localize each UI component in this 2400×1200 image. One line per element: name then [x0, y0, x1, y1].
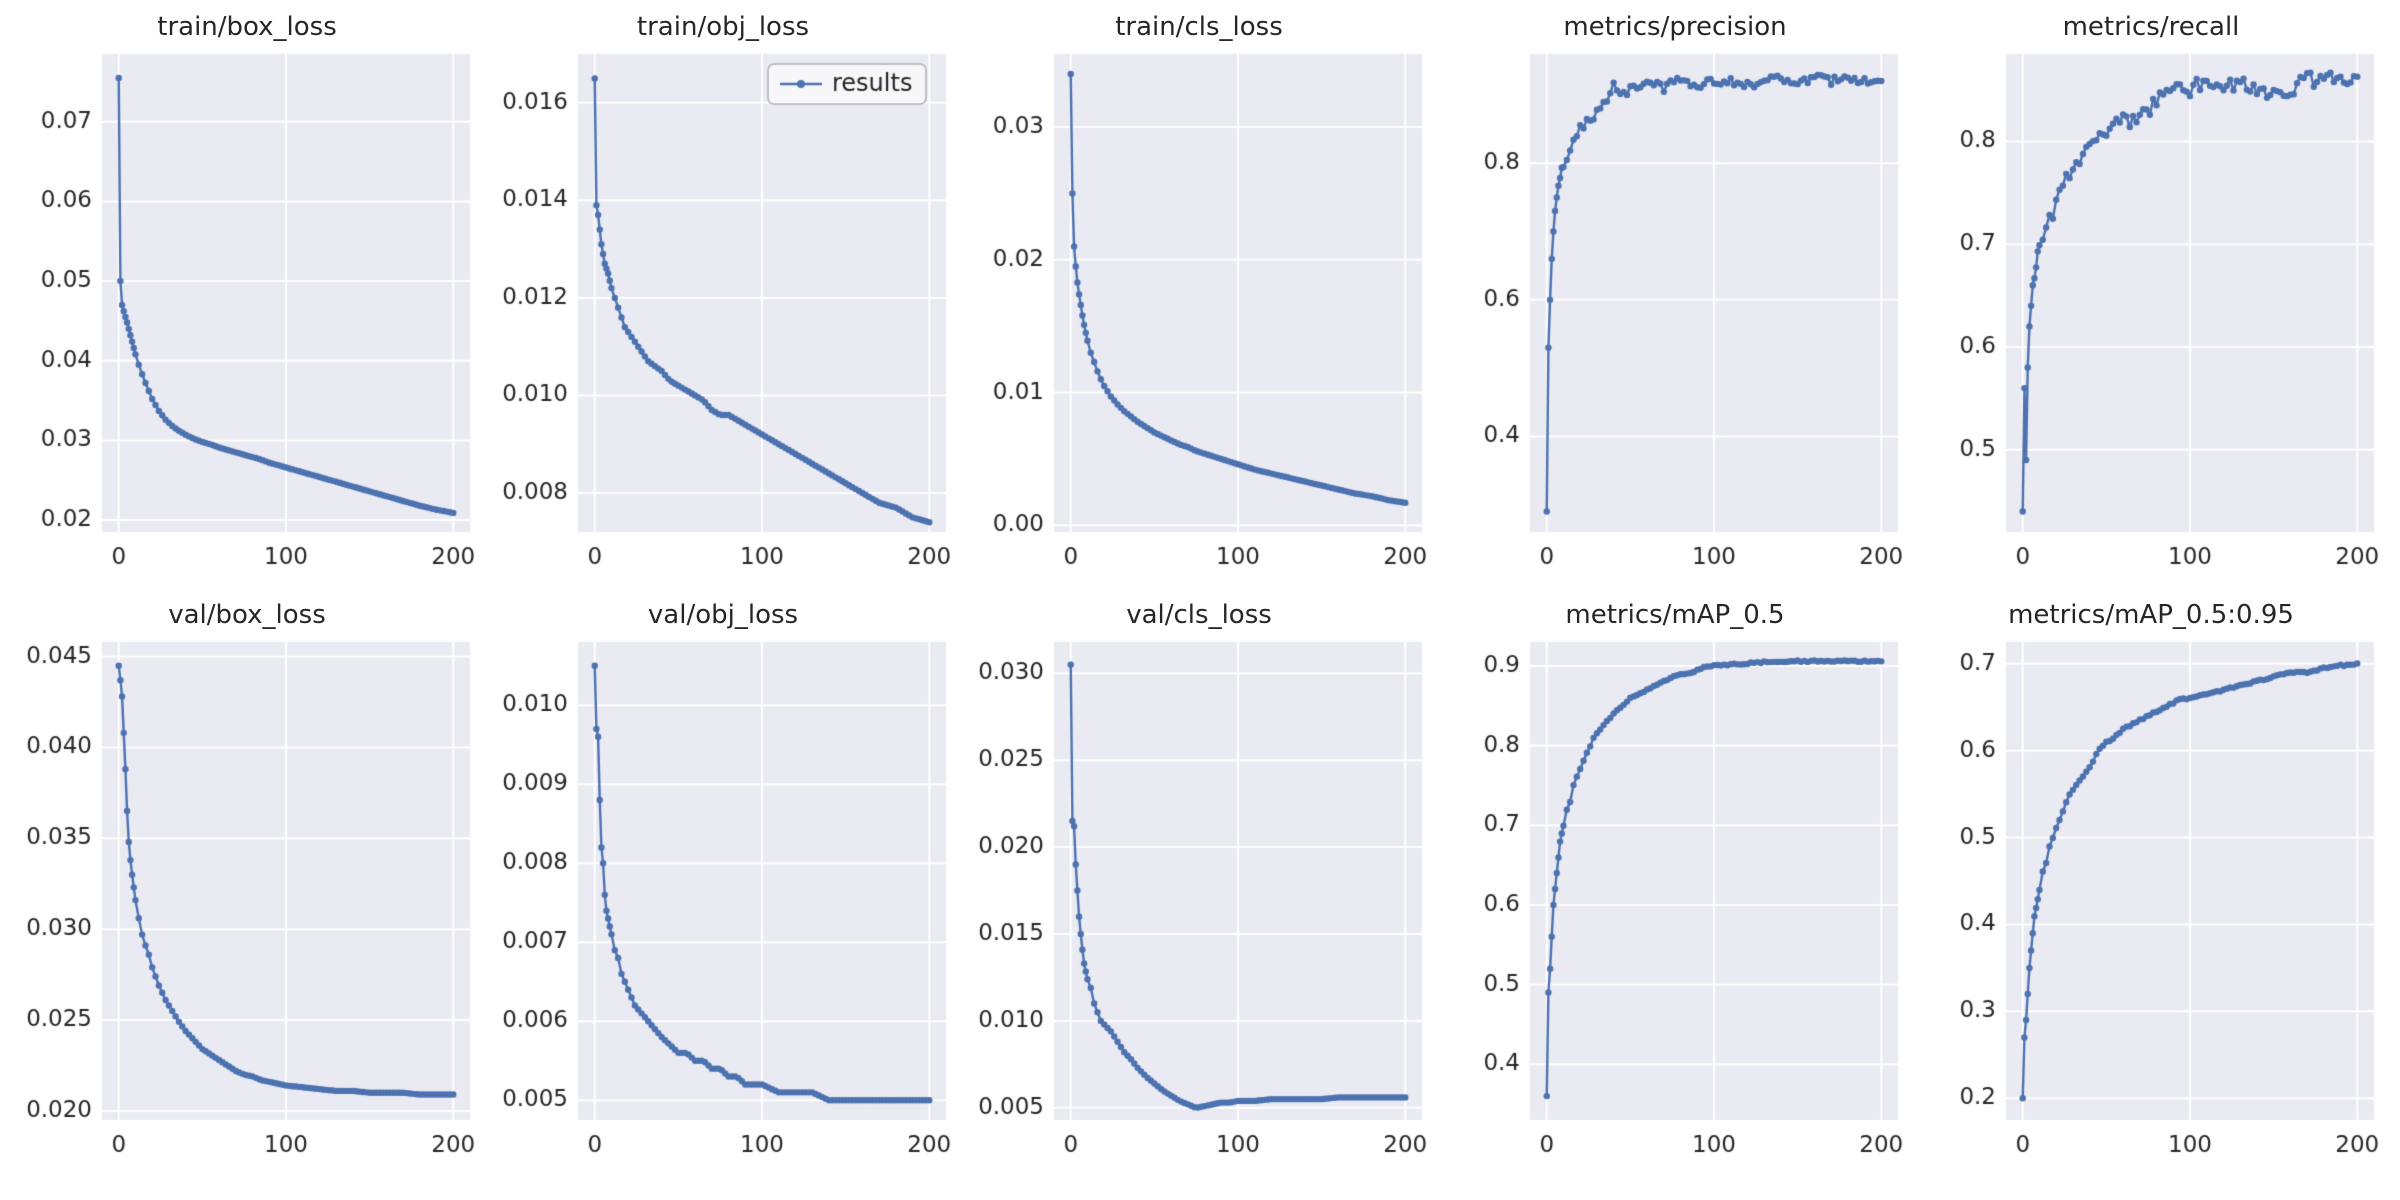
subplot-title: metrics/mAP_0.5 — [1565, 600, 1785, 630]
subplot-title: val/cls_loss — [1126, 600, 1272, 630]
subplot-train-cls-loss: train/cls_loss — [964, 10, 1434, 586]
subplot-metrics-map-0.5: metrics/mAP_0.5 — [1440, 598, 1910, 1174]
plot-canvas-train-cls-loss — [964, 44, 1434, 584]
subplot-title: val/box_loss — [168, 600, 326, 630]
plot-canvas-train-obj-loss — [488, 44, 958, 584]
subplot-title: metrics/precision — [1563, 12, 1787, 42]
subplot-title: train/obj_loss — [636, 12, 810, 42]
subplot-val-box-loss: val/box_loss — [12, 598, 482, 1174]
plot-canvas-val-box-loss — [12, 632, 482, 1172]
subplot-title: val/obj_loss — [647, 600, 799, 630]
plot-canvas-metrics-precision — [1440, 44, 1910, 584]
subplot-metrics-map-0.5-0.95: metrics/mAP_0.5:0.95 — [1916, 598, 2386, 1174]
subplot-metrics-precision: metrics/precision — [1440, 10, 1910, 586]
plot-canvas-metrics-map-0.5-0.95 — [1916, 632, 2386, 1172]
plot-canvas-metrics-recall — [1916, 44, 2386, 584]
subplot-title: train/cls_loss — [1115, 12, 1283, 42]
subplot-metrics-recall: metrics/recall — [1916, 10, 2386, 586]
subplot-title: train/box_loss — [157, 12, 337, 42]
plot-canvas-metrics-map-0.5 — [1440, 632, 1910, 1172]
subplot-train-obj-loss: train/obj_loss — [488, 10, 958, 586]
subplot-val-cls-loss: val/cls_loss — [964, 598, 1434, 1174]
plot-canvas-val-obj-loss — [488, 632, 958, 1172]
plot-canvas-val-cls-loss — [964, 632, 1434, 1172]
subplot-title: metrics/recall — [2062, 12, 2240, 42]
plot-canvas-train-box-loss — [12, 44, 482, 584]
subplot-train-box-loss: train/box_loss — [12, 10, 482, 586]
subplot-val-obj-loss: val/obj_loss — [488, 598, 958, 1174]
subplot-title: metrics/mAP_0.5:0.95 — [2008, 600, 2294, 630]
